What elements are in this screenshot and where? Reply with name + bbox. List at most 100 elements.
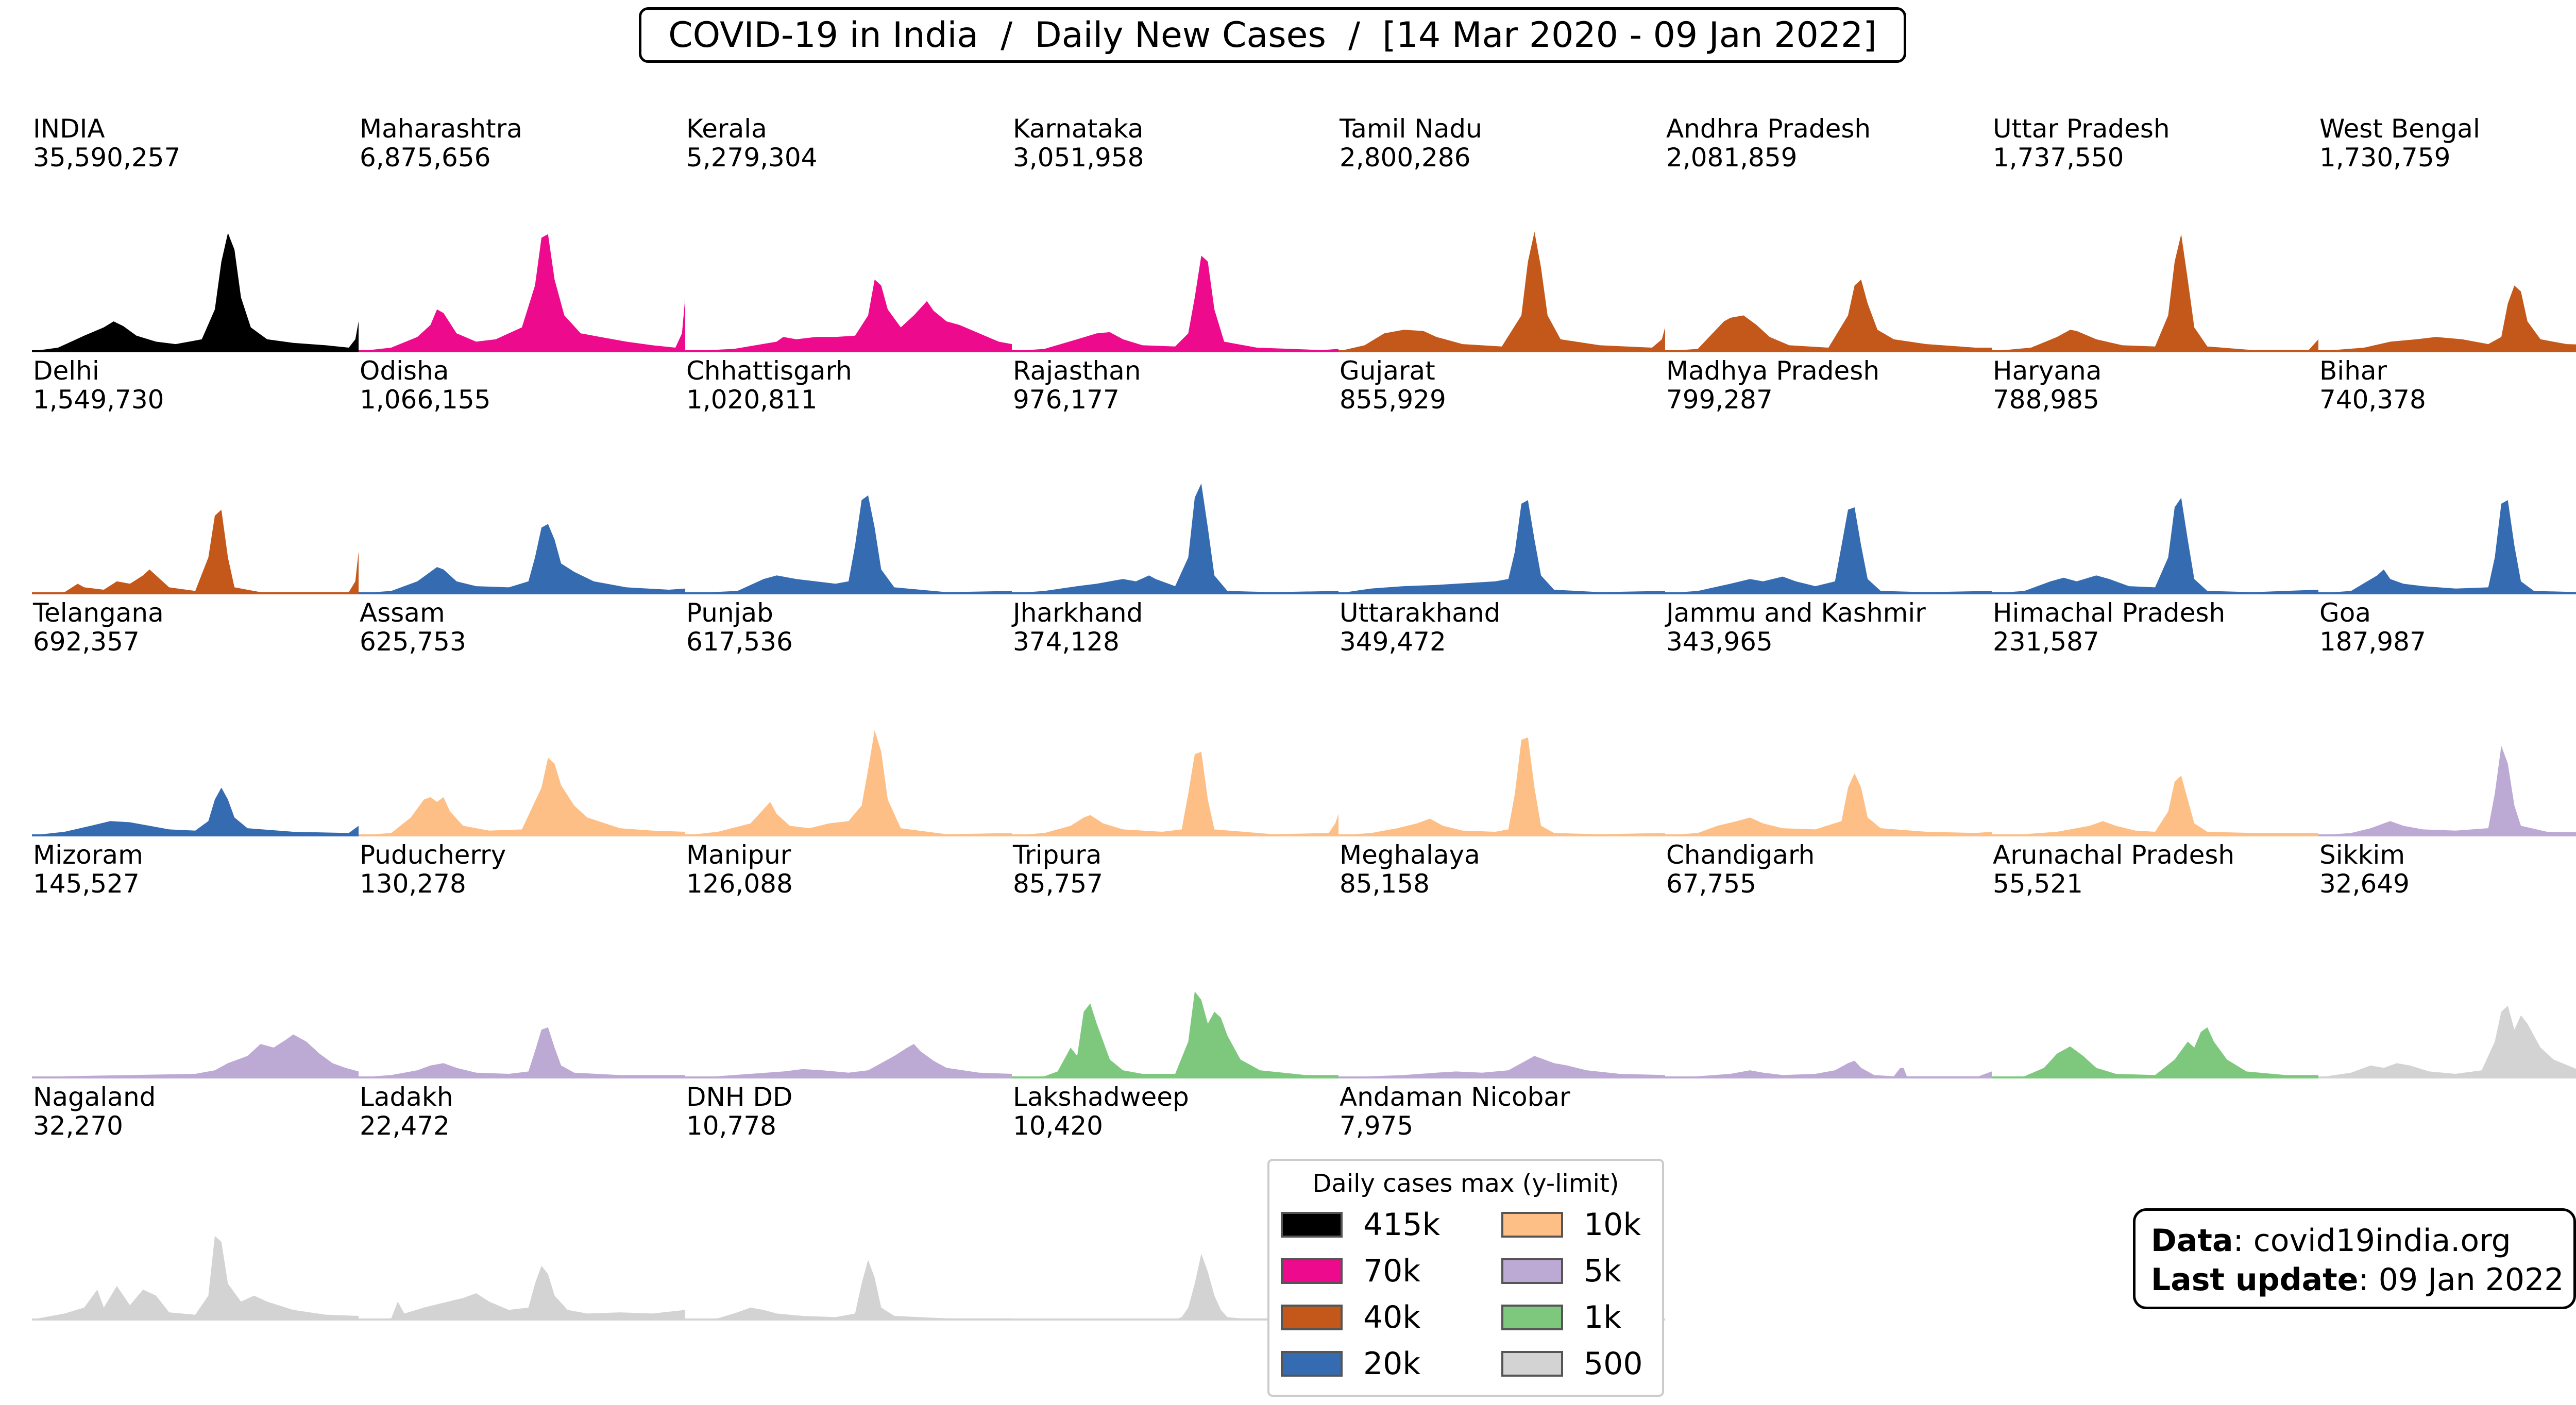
- panel-gujarat: Gujarat 855,929: [1338, 356, 1668, 598]
- update-label: Last update: [2151, 1262, 2359, 1298]
- panel-area-chart: [2318, 746, 2576, 836]
- panel-name: Jharkhand: [1013, 598, 1143, 628]
- legend-item: 500: [1501, 1343, 1643, 1384]
- area-series: [1992, 776, 2318, 835]
- panel-total: 231,587: [1993, 627, 2099, 657]
- area-series: [359, 1265, 685, 1320]
- legend-label: 10k: [1584, 1207, 1641, 1243]
- legend-item: 415k: [1281, 1204, 1440, 1245]
- panel-area-chart: [2318, 500, 2576, 594]
- panel-punjab: Punjab 617,536: [685, 598, 1015, 841]
- panel-uttarakhand: Uttarakhand 349,472: [1338, 598, 1668, 841]
- panel-name: Delhi: [33, 356, 99, 386]
- area-series: [685, 279, 1012, 351]
- panel-total: 2,081,859: [1666, 143, 1798, 173]
- panel-karnataka: Karnataka 3,051,958: [1012, 114, 1342, 356]
- area-series: [2318, 1005, 2576, 1077]
- panel-total: 3,051,958: [1013, 143, 1144, 173]
- panel-total: 2,800,286: [1340, 143, 1471, 173]
- panel-total: 692,357: [33, 627, 140, 657]
- legend-item: 5k: [1501, 1250, 1621, 1292]
- panel-name: Bihar: [2319, 356, 2387, 386]
- panel-odisha: Odisha 1,066,155: [359, 356, 688, 598]
- legend-swatch: [1501, 1305, 1563, 1330]
- area-series: [359, 524, 685, 593]
- panel-total: 855,929: [1340, 385, 1446, 415]
- panel-area-chart: [1665, 773, 1992, 836]
- panel-area-chart: [1665, 279, 1992, 352]
- area-series: [1338, 232, 1665, 351]
- panel-total: 799,287: [1666, 385, 1773, 415]
- panel-name: Haryana: [1993, 356, 2102, 386]
- area-series: [1012, 483, 1338, 593]
- panel-name: Sikkim: [2319, 840, 2405, 870]
- panel-name: Kerala: [686, 114, 767, 144]
- legend-swatch: [1281, 1351, 1343, 1377]
- panel-area-chart: [1992, 1027, 2318, 1078]
- panel-andhra-pradesh: Andhra Pradesh 2,081,859: [1665, 114, 1995, 356]
- area-series: [32, 787, 359, 835]
- panel-name: Tripura: [1013, 840, 1102, 870]
- panel-name: Manipur: [686, 840, 791, 870]
- panel-total: 32,649: [2319, 869, 2410, 899]
- panel-total: 67,755: [1666, 869, 1756, 899]
- area-series: [1338, 1056, 1665, 1077]
- legend-label: 500: [1584, 1346, 1643, 1382]
- panel-puducherry: Puducherry 130,278: [359, 841, 688, 1083]
- panel-name: Maharashtra: [360, 114, 522, 144]
- area-series: [32, 1034, 359, 1077]
- panel-name: Andhra Pradesh: [1666, 114, 1871, 144]
- panel-jharkhand: Jharkhand 374,128: [1012, 598, 1342, 841]
- area-series: [1012, 991, 1338, 1077]
- area-series: [32, 233, 359, 351]
- panel-area-chart: [685, 730, 1012, 836]
- panel-area-chart: [359, 234, 685, 352]
- area-series: [1338, 500, 1665, 593]
- panel-area-chart: [32, 233, 359, 352]
- panel-area-chart: [1665, 507, 1992, 594]
- panel-delhi: Delhi 1,549,730: [32, 356, 362, 598]
- panel-name: Karnataka: [1013, 114, 1144, 144]
- panel-dnh-dd: DNH DD 10,778: [685, 1083, 1015, 1325]
- panel-name: Punjab: [686, 598, 773, 628]
- panel-uttar-pradesh: Uttar Pradesh 1,737,550: [1992, 114, 2321, 356]
- panel-total: 6,875,656: [360, 143, 491, 173]
- panel-total: 1,737,550: [1993, 143, 2124, 173]
- area-series: [1665, 1060, 1992, 1077]
- panel-total: 22,472: [360, 1111, 450, 1141]
- legend-item: 10k: [1501, 1204, 1641, 1245]
- panel-total: 617,536: [686, 627, 793, 657]
- area-series: [1992, 1027, 2318, 1077]
- panel-name: Telangana: [33, 598, 164, 628]
- panel-total: 1,730,759: [2319, 143, 2451, 173]
- panel-area-chart: [1012, 991, 1338, 1078]
- area-series: [685, 495, 1012, 593]
- area-series: [1012, 255, 1338, 351]
- data-source-line: Data: covid19india.org: [2151, 1221, 2573, 1260]
- legend-item: 1k: [1501, 1297, 1621, 1338]
- area-series: [685, 730, 1012, 835]
- panel-tamil-nadu: Tamil Nadu 2,800,286: [1338, 114, 1668, 356]
- panel-area-chart: [359, 1027, 685, 1078]
- panel-name: Tamil Nadu: [1340, 114, 1482, 144]
- panel-name: INDIA: [33, 114, 105, 144]
- panel-name: Nagaland: [33, 1082, 156, 1112]
- legend: Daily cases max (y-limit) 415k 70k 40k 20k 1…: [1267, 1159, 1664, 1397]
- panel-name: Madhya Pradesh: [1666, 356, 1880, 386]
- legend-label: 415k: [1363, 1207, 1440, 1243]
- area-series: [2318, 746, 2576, 835]
- panel-name: Andaman Nicobar: [1340, 1082, 1570, 1112]
- panel-west-bengal: West Bengal 1,730,759: [2318, 114, 2576, 356]
- area-series: [359, 1027, 685, 1077]
- panel-goa: Goa 187,987: [2318, 598, 2576, 841]
- update-value: : 09 Jan 2022: [2358, 1262, 2564, 1298]
- panel-maharashtra: Maharashtra 6,875,656: [359, 114, 688, 356]
- legend-swatch: [1281, 1212, 1343, 1238]
- panel-area-chart: [359, 1265, 685, 1321]
- panel-area-chart: [359, 758, 685, 836]
- legend-label: 20k: [1363, 1346, 1421, 1382]
- panel-area-chart: [1338, 232, 1665, 352]
- panel-total: 349,472: [1340, 627, 1446, 657]
- panel-name: West Bengal: [2319, 114, 2480, 144]
- panel-rajasthan: Rajasthan 976,177: [1012, 356, 1342, 598]
